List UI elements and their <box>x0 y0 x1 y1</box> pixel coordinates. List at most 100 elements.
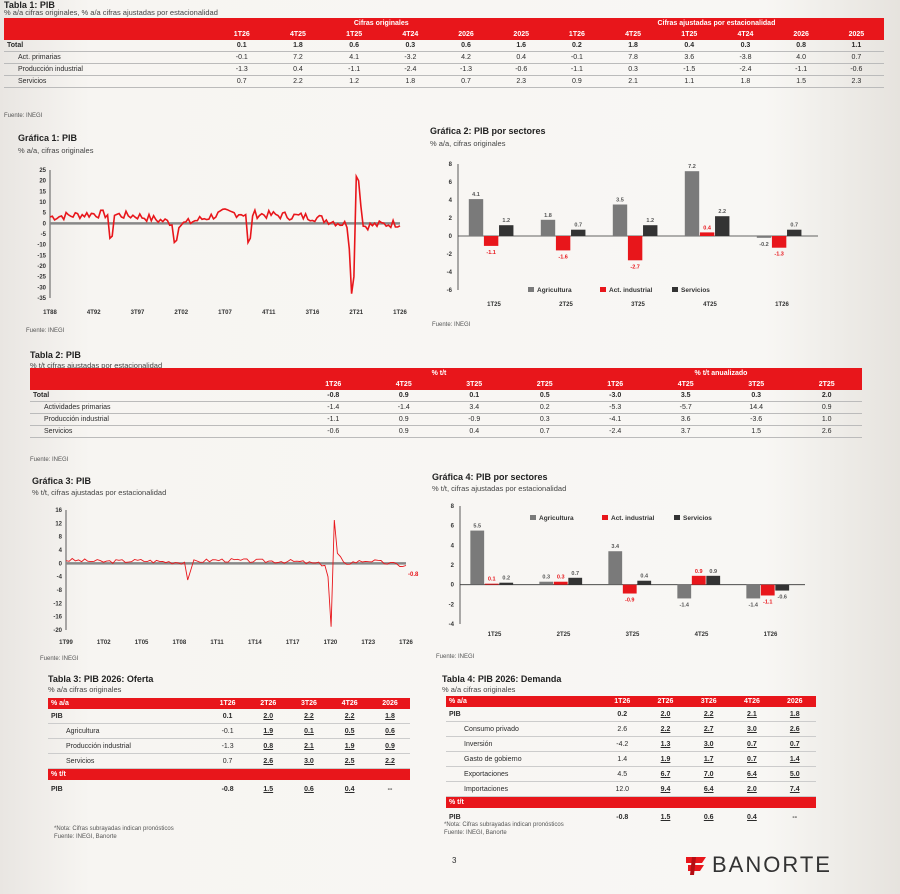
row-label: Consumo privado <box>464 725 519 733</box>
t3-header: % a/a 1T26 2T26 3T26 4T26 2026 <box>48 698 410 709</box>
bar-act-industrial <box>553 581 568 585</box>
row-label: Inversión <box>464 740 493 748</box>
x-tick-label: 3T16 <box>306 310 320 316</box>
legend-swatch <box>528 287 534 292</box>
y-tick-label: -20 <box>37 264 46 270</box>
bar-agricultura <box>468 199 484 236</box>
bar-agricultura <box>608 551 623 585</box>
table-cell: 2.3 <box>516 78 527 85</box>
table-row: Act. primarias -0.1 7.2 4.1 -3.2 4.2 0.4 -0.1 7.… <box>4 52 884 64</box>
t4-header2-cell: % t/t <box>446 796 816 808</box>
table-cell: 2.7 <box>703 725 714 733</box>
table2-group-header: % t/t% t/t anualizado <box>30 368 862 379</box>
bar-servicios <box>775 584 790 591</box>
table-cell: 1.4 <box>789 755 800 763</box>
x-tick-label: 1T23 <box>361 640 375 646</box>
table1-subtitle: % a/a cifras originales, % a/a cifras aj… <box>4 8 218 17</box>
y-tick-label: 12 <box>55 521 62 527</box>
table-cell: 0.9 <box>398 428 409 435</box>
table-cell: -0.8 <box>221 785 234 793</box>
chart3-pib-qoq: 16 12 8 4 0 -4 -8 -12 -16 -20 1T99 1T02 1T05 1T08 1T11… <box>53 508 419 646</box>
legend-label: Servicios <box>683 515 712 522</box>
bar-act-industrial <box>622 584 637 594</box>
table-cell: -0.8 <box>327 392 340 399</box>
table-cell: 2.2 <box>344 712 355 720</box>
chart1-title: Gráfica 1: PIB <box>18 133 78 143</box>
table-cell: 0.9 <box>572 78 582 85</box>
x-tick-label: 1T88 <box>43 310 57 316</box>
bar-servicios <box>715 216 730 236</box>
table-row: PIB 0.2 2.0 2.2 2.1 1.8 <box>446 707 816 722</box>
table-cell: 14.4 <box>749 404 763 411</box>
y-tick-label: -15 <box>37 253 46 259</box>
category-label: 3T25 <box>631 302 645 308</box>
bar-act-industrial <box>699 232 715 236</box>
table-cell: 0.6 <box>461 42 471 49</box>
table2-group-a: % t/t <box>298 368 580 379</box>
table-cell: 1.8 <box>405 78 416 85</box>
x-tick-label: 1T20 <box>324 640 338 646</box>
table-cell: 1.5 <box>263 785 274 793</box>
y-tick-label: 4 <box>451 543 455 549</box>
category-label: 1T25 <box>488 632 502 638</box>
table-cell: 1.5 <box>660 813 671 821</box>
table-cell: -0.1 <box>235 54 248 61</box>
x-tick-label: 1T26 <box>399 640 413 646</box>
table-cell: 1.9 <box>263 727 274 735</box>
table4-subtitle: % a/a cifras originales <box>442 685 516 694</box>
y-tick-label: 0 <box>43 221 47 227</box>
y-tick-label: -5 <box>41 232 47 238</box>
x-tick-label: 1T08 <box>172 640 186 646</box>
legend-label: Servicios <box>681 287 710 294</box>
table4-note: *Nota: Cifras subrayadas indican pronóst… <box>444 822 564 828</box>
table-row: Servicios 0.7 2.2 1.2 1.8 0.7 2.3 0.9 2.1 1.1 1.8 1… <box>4 76 884 88</box>
data-label: 0.4 <box>640 574 649 580</box>
table-cell: 4.0 <box>796 54 807 61</box>
y-tick-label: -20 <box>53 628 62 634</box>
row-label: Agricultura <box>66 727 100 735</box>
table-cell: 1.9 <box>344 742 355 750</box>
table-cell: -1.1 <box>795 66 808 73</box>
table-row: Exportaciones 4.5 6.7 7.0 6.4 5.0 <box>446 767 816 782</box>
x-tick-label: 1T17 <box>286 640 300 646</box>
table-cell: 0.7 <box>789 740 800 748</box>
x-tick-label: 2T21 <box>349 310 363 316</box>
table-cell: 0.7 <box>222 757 233 765</box>
table-cell: 0.7 <box>747 755 757 763</box>
table-cell: 0.1 <box>222 712 233 720</box>
table-cell: 1.8 <box>293 42 303 49</box>
table-cell: 2.0 <box>747 785 757 793</box>
row-label: Importaciones <box>464 785 508 793</box>
table-cell: -5.7 <box>679 404 692 411</box>
table1-col-header-cell: 2026 <box>438 29 494 40</box>
data-label: 7.2 <box>688 164 696 170</box>
table-cell: 0.9 <box>398 392 409 399</box>
x-tick-label: 1T07 <box>218 310 232 316</box>
y-tick-label: 20 <box>39 179 46 185</box>
table-cell: 0.7 <box>539 428 550 435</box>
data-label: 1.8 <box>544 213 552 219</box>
table-cell: -1.3 <box>460 66 473 73</box>
chart2-source: Fuente: INEGI <box>432 322 471 328</box>
table-cell: 0.7 <box>461 78 471 85</box>
table-row: PIB -0.8 1.5 0.6 0.4 -- <box>48 780 410 798</box>
t4-header-cell: 1T26 <box>600 696 644 707</box>
table-cell: 0.4 <box>293 66 303 73</box>
data-label: -1.4 <box>680 602 690 608</box>
table-cell: 12.0 <box>615 785 630 793</box>
t4-header-cell: 2026 <box>773 696 816 707</box>
t4-header-cell: 4T26 <box>730 696 774 707</box>
data-label: -2.7 <box>630 264 639 270</box>
y-tick-label: -35 <box>37 296 46 302</box>
table-cell: -0.9 <box>468 416 481 423</box>
table-cell: 0.8 <box>796 42 807 49</box>
table-cell: -- <box>792 813 798 821</box>
table-cell: -0.8 <box>616 813 629 821</box>
x-tick-label: 1T26 <box>393 310 407 316</box>
x-tick-label: 3T97 <box>131 310 145 316</box>
chart2-sectores-bars: 8 6 4 2 0 -2 -4 -6 4.1 -1.1 1.2 1T25 1.8 -1.6 0.7 2T25 3… <box>447 162 818 308</box>
table1-grid: Cifras originales Cifras ajustadas por es… <box>4 18 884 88</box>
table-row: Gasto de gobierno 1.4 1.9 1.7 0.7 1.4 <box>446 752 816 767</box>
row-label: Total <box>33 392 50 399</box>
banorte-logo: BANORTE <box>684 852 832 878</box>
